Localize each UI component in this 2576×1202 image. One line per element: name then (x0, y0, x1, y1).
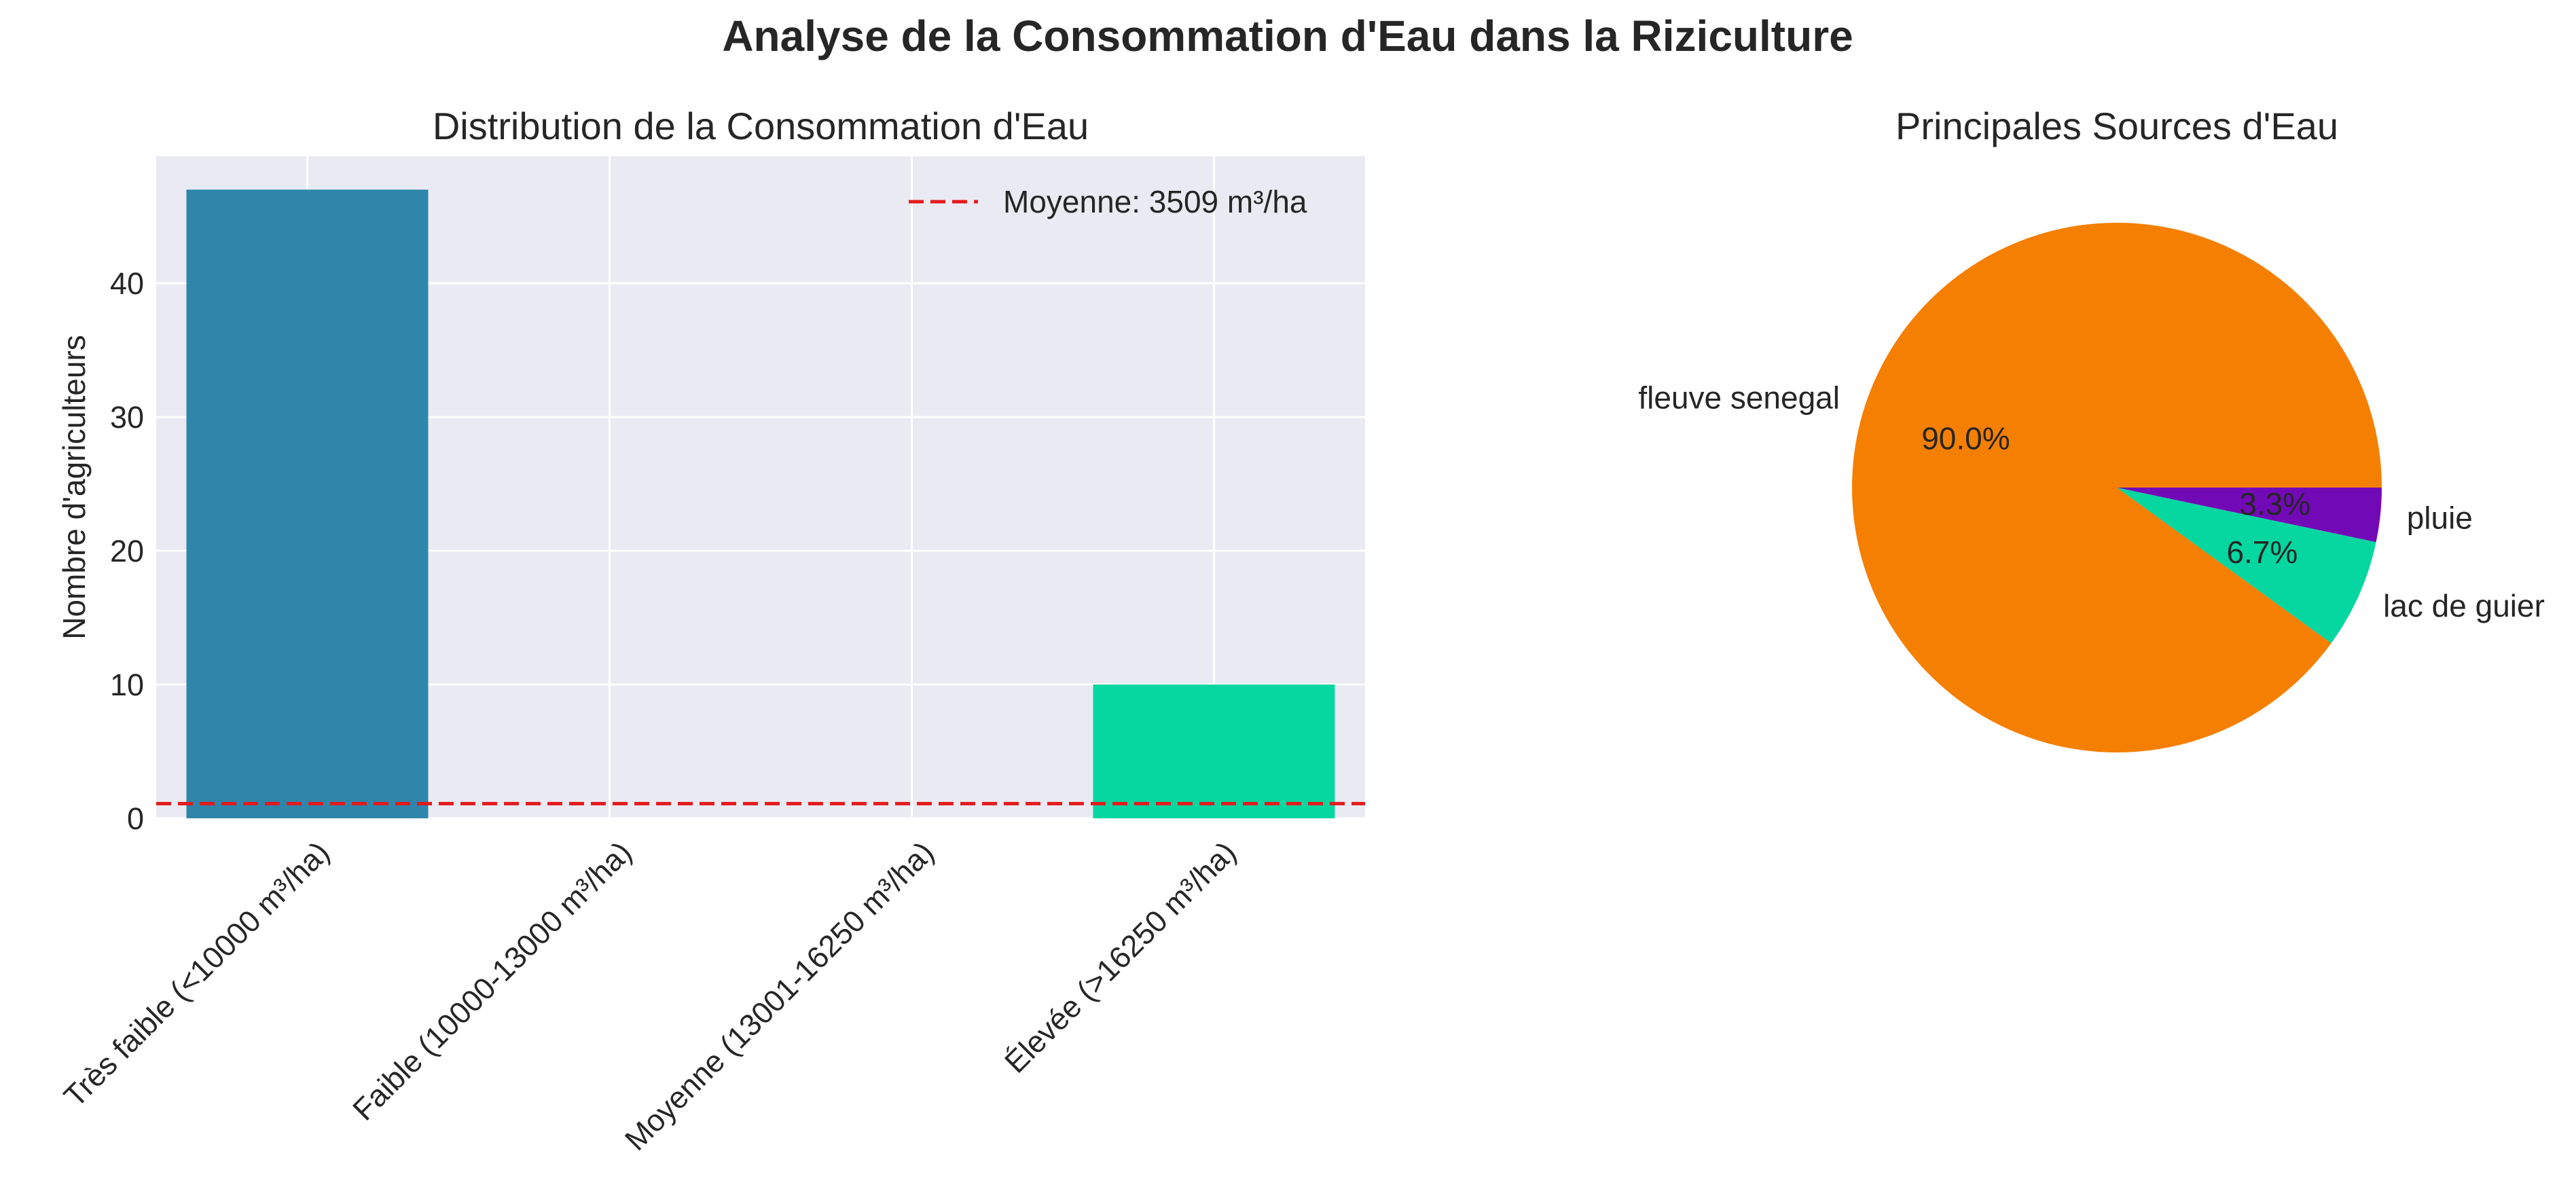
y-tick-label: 20 (110, 534, 144, 568)
bar-chart: 0 10 20 30 40 Très faible (<10000 m³/ha) Faib… (56, 105, 1365, 1157)
pie-chart-title: Principales Sources d'Eau (1895, 105, 2338, 147)
legend: Moyenne: 3509 m³/ha (909, 184, 1307, 219)
pie-slice (1852, 223, 2382, 753)
x-tick-label: Faible (10000-13000 m³/ha) (346, 835, 638, 1127)
pie-percent-label: 3.3% (2239, 486, 2310, 522)
bar (1093, 685, 1335, 818)
x-tick-labels: Très faible (<10000 m³/ha) Faible (10000-… (57, 835, 1243, 1157)
pie-slices (1852, 223, 2382, 753)
y-axis-label: Nombre d'agriculteurs (56, 335, 92, 640)
y-tick-labels: 0 10 20 30 40 (110, 266, 144, 836)
pie-percent-label: 6.7% (2226, 534, 2298, 570)
pie-percent-label: 90.0% (1921, 421, 2010, 456)
pie-slice-label: pluie (2407, 500, 2473, 535)
x-tick-label: Moyenne (13001-16250 m³/ha) (618, 835, 941, 1157)
pie-slice (2117, 488, 2382, 543)
y-tick-label: 10 (110, 668, 144, 702)
pie-slice-label: fleuve senegal (1638, 380, 1840, 415)
pie-chart: Principales Sources d'Eau fleuve senegal… (1638, 105, 2545, 753)
y-tick-label: 40 (110, 266, 144, 301)
pie-slice (2117, 488, 2376, 644)
pie-labels: fleuve senegal 90.0% lac de guier 6.7% pluie… (1638, 380, 2545, 623)
bar-chart-title: Distribution de la Consommation d'Eau (433, 105, 1089, 147)
y-tick-label: 0 (127, 801, 144, 836)
x-tick-label: Très faible (<10000 m³/ha) (57, 835, 336, 1114)
bar (186, 189, 429, 818)
legend-label: Moyenne: 3509 m³/ha (1003, 184, 1307, 219)
y-tick-label: 30 (110, 400, 144, 435)
bar-series (186, 189, 1335, 818)
figure-title: Analyse de la Consommation d'Eau dans la… (722, 12, 1853, 60)
x-tick-label: Élevée (>16250 m³/ha) (998, 835, 1243, 1080)
pie-slice-label: lac de guier (2383, 588, 2545, 623)
